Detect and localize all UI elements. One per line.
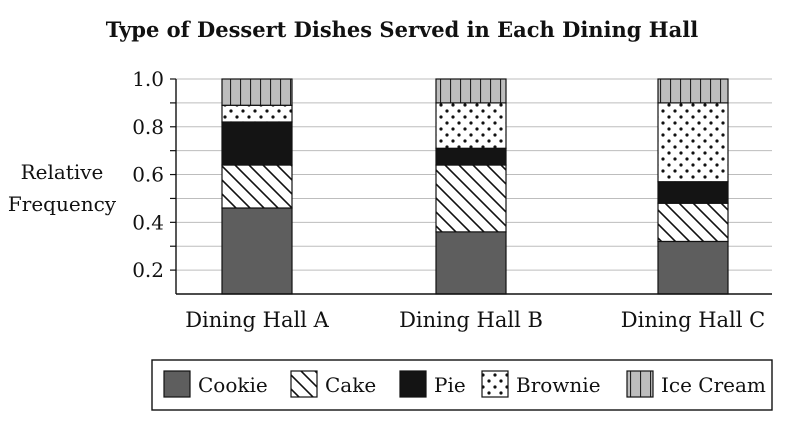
bar-segment-cake	[435, 164, 507, 233]
legend-label-brownie: Brownie	[516, 373, 601, 397]
axes	[175, 79, 772, 295]
y-tick-label: 0.8	[132, 115, 164, 139]
legend-swatch-pie	[399, 370, 427, 398]
x-tick-label: Dining Hall A	[185, 308, 329, 332]
bar-segment-pie	[435, 147, 507, 166]
x-axis-labels: Dining Hall A Dining Hall B Dining Hall C	[185, 308, 765, 332]
bar-segment-cookie	[435, 231, 507, 295]
bar-stack-dining-hall-b	[435, 78, 507, 295]
bar-segment-brownie	[657, 102, 729, 183]
bar-segment-cookie	[657, 240, 729, 295]
y-tick-label: 1.0	[132, 67, 164, 91]
legend-swatch-brownie	[481, 370, 509, 398]
bar-segment-cake	[221, 164, 293, 209]
bar-segment-brownie	[221, 104, 293, 123]
x-tick-label: Dining Hall B	[399, 308, 543, 332]
y-axis-ticks: 0.2 0.4 0.6 0.8 1.0	[132, 67, 176, 282]
bar-segment-ice-cream	[221, 78, 293, 106]
legend-label-cake: Cake	[325, 373, 376, 397]
bar-segment-cookie	[221, 207, 293, 295]
y-axis-label-line-2: Frequency	[8, 192, 117, 216]
y-axis-label-line-1: Relative	[21, 160, 104, 184]
y-tick-label: 0.4	[132, 210, 164, 234]
legend: Cookie Cake Pie Brownie Ice Cream	[151, 359, 773, 411]
bar-segment-ice-cream	[435, 78, 507, 104]
legend-label-ice-cream: Ice Cream	[661, 373, 766, 397]
bars	[221, 78, 729, 295]
legend-box	[151, 359, 773, 411]
bar-segment-pie	[657, 181, 729, 204]
bar-stack-dining-hall-a	[221, 78, 293, 295]
x-tick-label: Dining Hall C	[621, 308, 765, 332]
y-tick-label: 0.2	[132, 258, 164, 282]
legend-label-cookie: Cookie	[198, 373, 268, 397]
bar-stack-dining-hall-c	[657, 78, 729, 295]
legend-label-pie: Pie	[434, 373, 466, 397]
legend-swatch-cake	[290, 370, 318, 398]
bar-segment-cake	[657, 202, 729, 243]
legend-swatch-cookie	[163, 370, 191, 398]
legend-swatch-ice-cream	[626, 370, 654, 398]
bar-segment-brownie	[435, 102, 507, 149]
bar-segment-pie	[221, 121, 293, 166]
y-tick-label: 0.6	[132, 163, 164, 187]
chart-title: Type of Dessert Dishes Served in Each Di…	[106, 17, 698, 42]
bar-segment-ice-cream	[657, 78, 729, 104]
